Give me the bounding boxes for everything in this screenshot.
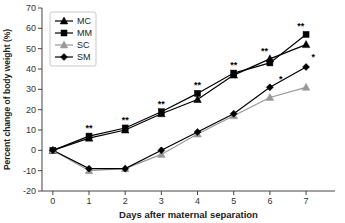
x-tick-label: 5 xyxy=(231,196,236,206)
x-tick-label: 0 xyxy=(50,196,55,206)
legend-marker xyxy=(60,41,68,48)
y-tick xyxy=(38,8,42,9)
data-point xyxy=(303,63,310,70)
x-tick-label: 6 xyxy=(267,196,272,206)
data-point xyxy=(231,70,237,76)
y-tick-label: -10 xyxy=(23,166,36,176)
data-point xyxy=(302,83,310,90)
annotation: ** xyxy=(158,99,166,109)
data-point xyxy=(266,93,274,100)
y-tick-label: 10 xyxy=(26,125,36,135)
data-point xyxy=(49,146,57,153)
legend-label: MM xyxy=(77,28,92,38)
x-tick xyxy=(197,191,198,195)
annotation: ** xyxy=(297,21,305,31)
data-point xyxy=(122,165,129,172)
data-point xyxy=(267,60,273,66)
y-tick-label: 0 xyxy=(31,145,36,155)
x-tick-label: 1 xyxy=(87,196,92,206)
series-line xyxy=(53,87,306,170)
data-point xyxy=(195,90,201,96)
data-point xyxy=(121,165,129,172)
annotation: * xyxy=(279,74,283,84)
annotation: * xyxy=(312,52,316,62)
y-tick xyxy=(38,170,42,171)
legend-label: SM xyxy=(77,52,91,62)
legend-marker xyxy=(61,30,67,36)
series-line xyxy=(53,67,306,169)
y-tick-label: 30 xyxy=(26,84,36,94)
x-tick-label: 7 xyxy=(304,196,309,206)
data-point xyxy=(49,146,57,153)
legend-label: SC xyxy=(77,40,90,50)
legend-marker xyxy=(61,54,68,61)
x-tick xyxy=(233,191,234,195)
y-tick-label: -20 xyxy=(23,186,36,196)
y-tick xyxy=(38,48,42,49)
x-tick xyxy=(89,191,90,195)
y-tick xyxy=(38,109,42,110)
y-tick xyxy=(38,130,42,131)
y-tick-label: 40 xyxy=(26,64,36,74)
x-tick xyxy=(161,191,162,195)
data-point xyxy=(86,165,93,172)
y-tick-label: 50 xyxy=(26,44,36,54)
annotation: ** xyxy=(261,46,269,56)
y-tick-label: 70 xyxy=(26,3,36,13)
x-tick xyxy=(125,191,126,195)
y-tick xyxy=(38,69,42,70)
legend-frame xyxy=(50,12,96,66)
data-point xyxy=(49,147,56,154)
legend: MC MM SC SM xyxy=(50,12,96,66)
legend-label: MC xyxy=(77,16,91,26)
x-axis-line xyxy=(42,191,335,192)
y-tick-label: 20 xyxy=(26,105,36,115)
data-point xyxy=(86,133,92,139)
data-point xyxy=(303,31,309,37)
data-point xyxy=(158,147,165,154)
y-tick xyxy=(38,28,42,29)
x-tick-label: 4 xyxy=(195,196,200,206)
data-point xyxy=(158,109,164,115)
y-axis-label: Percent change of body weight (%) xyxy=(2,29,12,170)
data-point xyxy=(266,84,273,91)
data-point xyxy=(194,129,201,136)
x-axis-label: Days after maternal separation xyxy=(119,209,258,220)
y-tick xyxy=(38,191,42,192)
y-tick xyxy=(38,89,42,90)
annotation: ** xyxy=(230,60,238,70)
legend-marker xyxy=(60,17,68,24)
x-tick xyxy=(52,191,53,195)
plot-data xyxy=(49,31,310,173)
x-tick xyxy=(269,191,270,195)
y-tick xyxy=(38,150,42,151)
x-tick-label: 2 xyxy=(123,196,128,206)
y-axis-line xyxy=(42,8,43,191)
y-tick-label: 60 xyxy=(26,23,36,33)
annotation: ** xyxy=(86,123,94,133)
data-point xyxy=(122,125,128,131)
chart: 0 1 2 3 4 5 6 7 -20 -10 0 10 20 30 40 50 60 70 Days after … xyxy=(0,0,345,223)
x-tick xyxy=(306,191,307,195)
data-point xyxy=(302,41,310,48)
x-tick-label: 3 xyxy=(159,196,164,206)
data-point xyxy=(50,147,56,153)
annotation: ** xyxy=(122,115,130,125)
data-point xyxy=(230,110,237,117)
annotation: ** xyxy=(194,80,202,90)
